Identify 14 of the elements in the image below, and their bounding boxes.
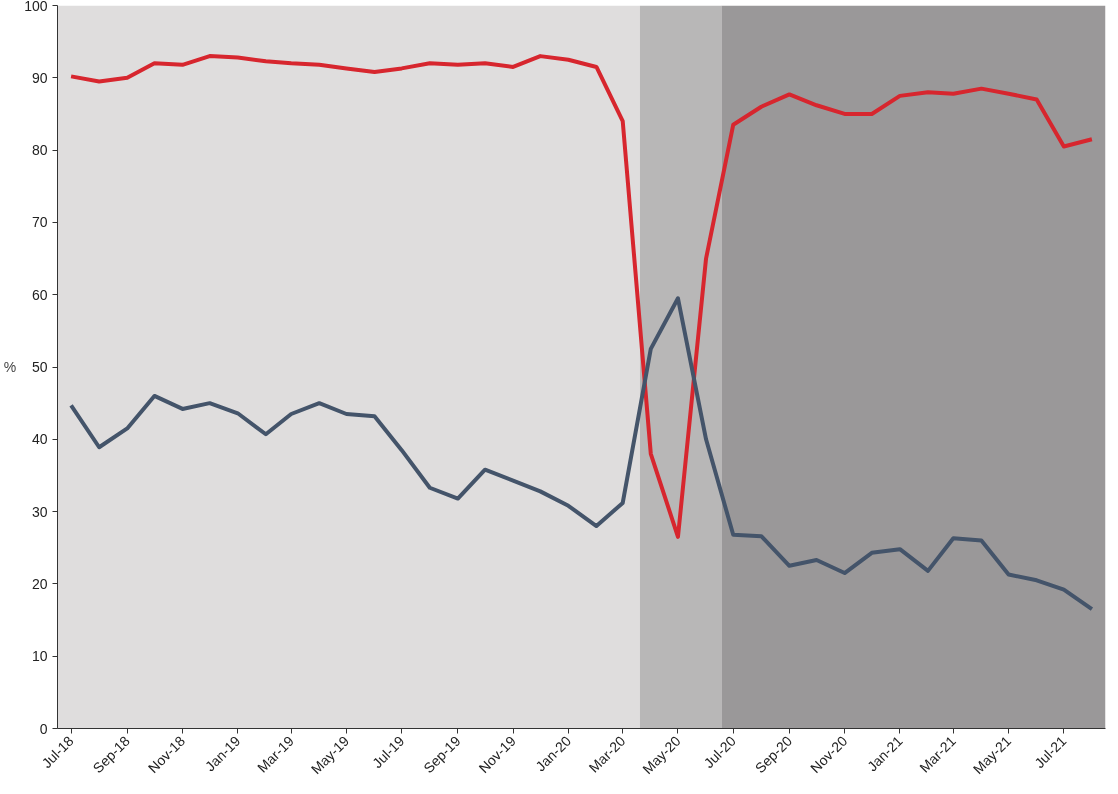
y-tick-label: 70 [31,214,48,231]
y-tick-label: 60 [31,286,48,303]
line-series [69,54,1094,539]
y-tick-label: 90 [31,69,48,86]
y-tick-label: 30 [31,503,48,520]
y-tick-label: 20 [31,575,48,592]
y-tick-label: 40 [31,431,48,448]
y-tick-label: 100 [24,0,48,14]
y-tick-label: 10 [31,648,48,665]
line-series [69,296,1094,612]
y-tick-label: 80 [31,142,48,159]
y-tick-label: 0 [39,720,48,737]
y-tick-label: 50 [31,359,48,375]
y-axis-title: % [3,359,17,375]
